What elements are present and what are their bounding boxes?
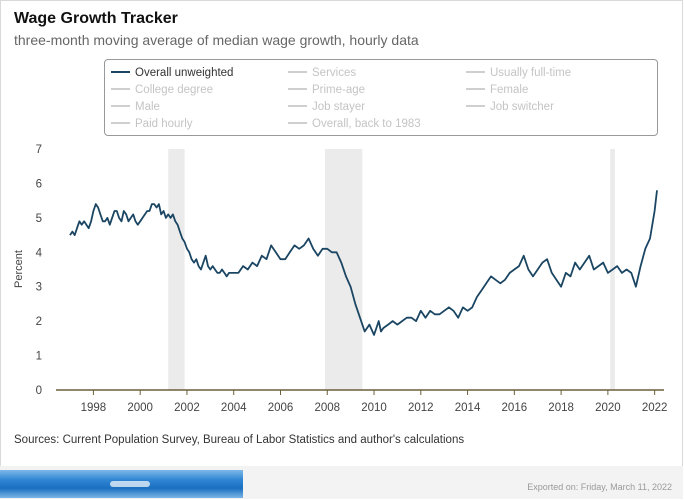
legend-swatch bbox=[288, 70, 307, 73]
logo-mark bbox=[110, 481, 150, 487]
x-tick-label: 2002 bbox=[174, 402, 200, 414]
legend-label: Job switcher bbox=[490, 101, 554, 113]
legend-swatch bbox=[288, 87, 307, 90]
legend-swatch bbox=[288, 121, 307, 124]
legend-item-prime-age[interactable]: Prime-age bbox=[288, 84, 365, 96]
legend-item-female[interactable]: Female bbox=[466, 84, 528, 96]
legend-swatch bbox=[466, 70, 485, 73]
series-line-overall-unweighted bbox=[69, 190, 658, 336]
y-tick-label: 1 bbox=[36, 351, 42, 363]
x-tick-label: 2012 bbox=[408, 402, 434, 414]
x-tick-label: 2008 bbox=[314, 402, 340, 414]
x-tick-label: 2014 bbox=[455, 402, 481, 414]
legend-swatch bbox=[288, 104, 307, 107]
x-tick-label: 1998 bbox=[81, 402, 107, 414]
legend-label: Paid hourly bbox=[135, 118, 193, 130]
legend-item-college-degree[interactable]: College degree bbox=[111, 84, 213, 96]
legend-swatch bbox=[466, 104, 485, 107]
legend-item-job-stayer[interactable]: Job stayer bbox=[288, 101, 365, 113]
sources-note: Sources: Current Population Survey, Bure… bbox=[14, 434, 465, 446]
series-layer bbox=[69, 190, 658, 336]
legend-label: Job stayer bbox=[312, 101, 366, 113]
legend-item-usually-full-time[interactable]: Usually full-time bbox=[466, 67, 571, 79]
legend-item-overall-back-to-1983[interactable]: Overall, back to 1983 bbox=[288, 118, 421, 130]
y-tick-label: 4 bbox=[36, 247, 43, 259]
line-chart: 0 1 2 3 4 5 6 7 1998 2000 2002 2004 2006 2008 2010 201… bbox=[13, 144, 668, 414]
x-tick-label: 2022 bbox=[642, 402, 668, 414]
legend-swatch bbox=[111, 87, 130, 90]
recession-shading bbox=[168, 149, 615, 390]
legend-item-male[interactable]: Male bbox=[111, 101, 160, 113]
y-tick-label: 6 bbox=[36, 178, 42, 190]
y-tick-label: 2 bbox=[36, 316, 42, 328]
x-tick-label: 2000 bbox=[127, 402, 153, 414]
y-axis: 0 1 2 3 4 5 6 7 bbox=[36, 144, 43, 397]
legend-swatch bbox=[111, 121, 130, 124]
y-axis-label: Percent bbox=[13, 250, 25, 288]
y-tick-label: 7 bbox=[36, 144, 42, 156]
legend-label: College degree bbox=[135, 84, 214, 96]
x-tick-label: 2020 bbox=[595, 402, 621, 414]
y-tick-label: 3 bbox=[36, 282, 42, 294]
legend-swatch bbox=[466, 87, 485, 90]
legend: Overall unweighted Services Usually full… bbox=[104, 59, 658, 136]
legend-label: Overall unweighted bbox=[135, 67, 234, 79]
legend-label: Overall, back to 1983 bbox=[312, 118, 421, 130]
x-tick-label: 2006 bbox=[268, 402, 294, 414]
x-axis: 1998 2000 2002 2004 2006 2008 2010 2012 2014 2016… bbox=[56, 389, 668, 414]
legend-label: Prime-age bbox=[312, 84, 366, 96]
legend-label: Male bbox=[135, 101, 160, 113]
x-tick-label: 2004 bbox=[221, 402, 247, 414]
y-tick-label: 0 bbox=[36, 385, 42, 397]
legend-swatch bbox=[111, 70, 130, 73]
x-tick-label: 2016 bbox=[502, 402, 528, 414]
legend-label: Usually full-time bbox=[490, 67, 572, 79]
x-tick-label: 2018 bbox=[548, 402, 574, 414]
chart-title: Wage Growth Tracker bbox=[14, 10, 178, 27]
legend-swatch bbox=[111, 104, 130, 107]
x-tick-label: 2010 bbox=[361, 402, 387, 414]
footer-logo bbox=[0, 470, 243, 498]
y-tick-label: 5 bbox=[36, 213, 42, 225]
legend-label: Services bbox=[312, 67, 357, 79]
recession-band bbox=[168, 149, 185, 390]
chart-subtitle: three-month moving average of median wag… bbox=[14, 32, 419, 48]
export-date: Exported on: Friday, March 11, 2022 bbox=[527, 482, 672, 492]
legend-item-services[interactable]: Services bbox=[288, 67, 356, 79]
legend-item-paid-hourly[interactable]: Paid hourly bbox=[111, 118, 193, 130]
legend-item-job-switcher[interactable]: Job switcher bbox=[466, 101, 554, 113]
legend-label: Female bbox=[490, 84, 529, 96]
legend-item-overall-unweighted[interactable]: Overall unweighted bbox=[111, 67, 233, 79]
